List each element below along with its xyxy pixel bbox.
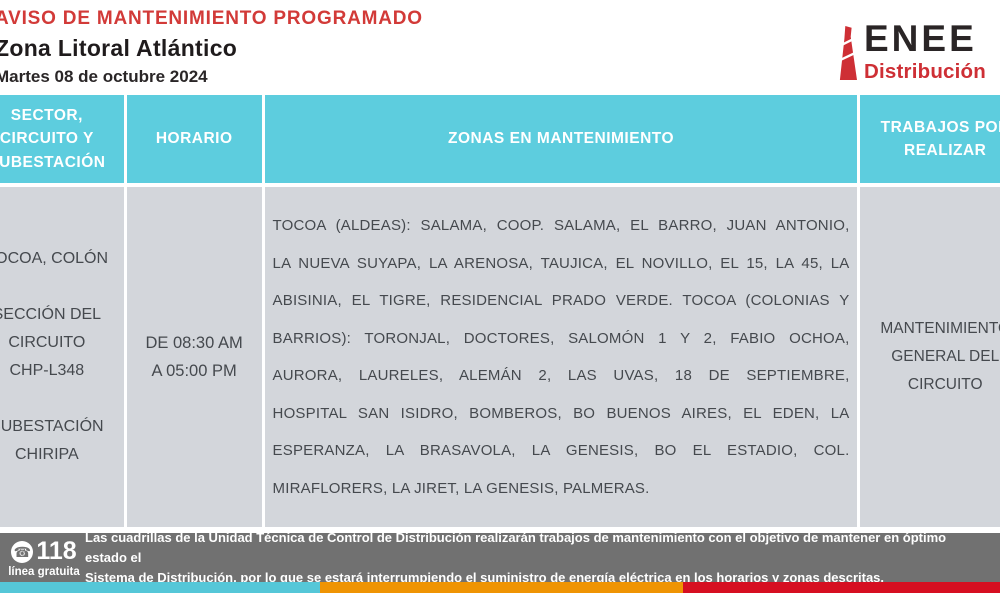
header-zonas: ZONAS EN MANTENIMIENTO [264, 95, 858, 183]
cell-zonas: TOCOA (ALDEAS): SALAMA, COOP. SALAMA, EL… [264, 187, 858, 527]
zone-title: Zona Litoral Atlántico [0, 35, 238, 61]
enee-logo-name: ENEE [864, 18, 977, 59]
enee-tower-icon [839, 26, 858, 80]
zonas-line: HOSPITAL SAN ISIDRO, BOMBEROS, BO BUENOS… [272, 404, 850, 422]
footer-text-line2: Sistema de Distribución, por lo que se e… [85, 569, 885, 585]
enee-logo: ENEE Distribución [837, 20, 986, 84]
stripe-orange [320, 582, 683, 593]
cell-horario: DE 08:30 AM A 05:00 PM [126, 187, 262, 527]
header-trabajos: TRABAJOS POR REALIZAR [860, 95, 1000, 183]
zonas-line: MIRAFLORERS, LA JIRET, LA GENESIS, PALME… [272, 479, 650, 497]
enee-logo-text: ENEE Distribución [864, 20, 986, 84]
horario-text: DE 08:30 AM A 05:00 PM [145, 334, 243, 380]
stripe-red [683, 582, 1000, 593]
phone-row: ☎ 118 [11, 537, 77, 566]
phone-number: 118 [36, 537, 77, 565]
cell-sector: TOCOA, COLÓN SECCIÓN DEL CIRCUITO CHP-L3… [0, 187, 124, 527]
header-sector: SECTOR, CIRCUITO Y SUBESTACIÓN [0, 95, 124, 183]
table-row: TOCOA, COLÓN SECCIÓN DEL CIRCUITO CHP-L3… [0, 187, 1000, 527]
notice-date: Martes 08 de octubre 2024 [0, 67, 208, 86]
zonas-line: LA NUEVA SUYAPA, LA ARENOSA, TAUJICA, EL… [272, 254, 850, 272]
phone-label: línea gratuita [8, 566, 80, 578]
zonas-line: ESPERANZA, LA BRASAVOLA, LA GENESIS, BO … [272, 442, 850, 459]
maintenance-table: SECTOR, CIRCUITO Y SUBESTACIÓN HORARIO Z… [0, 95, 1000, 527]
bottom-stripes [0, 582, 1000, 593]
footer-text-line1: Las cuadrillas de la Unidad Técnica de C… [85, 529, 947, 565]
zonas-line: BARRIOS): TORONJAL, DOCTORES, SALOMÓN 1 … [272, 329, 850, 347]
zonas-text: TOCOA (ALDEAS): SALAMA, COOP. SALAMA, EL… [265, 207, 858, 507]
trabajos-text: MANTENIMIENTO GENERAL DEL CIRCUITO [880, 320, 1000, 393]
stripe-cyan [0, 582, 320, 593]
notice-header: AVISO DE MANTENIMIENTO PROGRAMADO Zona L… [0, 8, 423, 87]
sector-text: TOCOA, COLÓN SECCIÓN DEL CIRCUITO CHP-L3… [0, 250, 109, 463]
zonas-line: AURORA, LAURELES, ALEMÁN 2, LAS UVAS, 18… [272, 367, 850, 384]
enee-logo-subtitle: Distribución [864, 60, 986, 83]
table-header-row: SECTOR, CIRCUITO Y SUBESTACIÓN HORARIO Z… [0, 95, 1000, 183]
zonas-line: TOCOA (ALDEAS): SALAMA, COOP. SALAMA, EL… [272, 217, 850, 234]
header-horario: HORARIO [126, 95, 262, 183]
notice-title: AVISO DE MANTENIMIENTO PROGRAMADO [0, 8, 423, 29]
footer-text: Las cuadrillas de la Unidad Técnica de C… [85, 528, 990, 588]
phone-block: ☎ 118 línea gratuita [0, 537, 104, 578]
phone-icon: ☎ [11, 540, 34, 563]
cell-trabajos: MANTENIMIENTO GENERAL DEL CIRCUITO [860, 187, 1000, 527]
zonas-line: ABISINIA, EL TIGRE, RESIDENCIAL PRADO VE… [272, 292, 850, 309]
footer-bar: ☎ 118 línea gratuita Las cuadrillas de l… [0, 530, 1000, 585]
